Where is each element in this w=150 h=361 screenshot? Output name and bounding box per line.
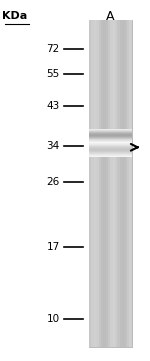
Text: A: A	[106, 10, 115, 23]
Bar	[110, 20, 113, 347]
Bar	[108, 20, 110, 347]
Bar	[113, 20, 115, 347]
Bar	[89, 155, 132, 156]
Bar	[89, 154, 132, 155]
Bar	[106, 20, 108, 347]
Bar	[122, 20, 125, 347]
Bar	[120, 20, 122, 347]
Bar	[125, 20, 127, 347]
Bar	[89, 144, 132, 145]
Bar	[96, 20, 99, 347]
Bar	[94, 20, 96, 347]
Bar	[89, 148, 132, 149]
Bar	[89, 20, 92, 347]
Bar	[89, 149, 132, 150]
Bar	[129, 20, 132, 347]
Bar	[89, 150, 132, 151]
Bar	[89, 145, 132, 146]
Text: 17: 17	[46, 242, 60, 252]
Bar	[89, 153, 132, 154]
Bar	[89, 147, 132, 148]
Bar	[89, 143, 132, 144]
Bar	[99, 20, 101, 347]
Bar	[89, 20, 132, 347]
Bar	[101, 20, 103, 347]
Text: 34: 34	[46, 141, 60, 151]
Bar	[127, 20, 129, 347]
Text: 26: 26	[46, 177, 60, 187]
Bar	[89, 146, 132, 147]
Bar	[117, 20, 120, 347]
Bar	[89, 152, 132, 153]
Bar	[89, 151, 132, 152]
Text: 10: 10	[47, 314, 60, 325]
Bar	[92, 20, 94, 347]
Text: KDa: KDa	[2, 11, 28, 21]
Text: 43: 43	[46, 101, 60, 112]
Bar	[89, 142, 132, 143]
Bar	[115, 20, 117, 347]
Text: 72: 72	[46, 44, 60, 54]
Text: 55: 55	[46, 69, 60, 79]
Bar	[89, 156, 132, 157]
Bar	[103, 20, 106, 347]
